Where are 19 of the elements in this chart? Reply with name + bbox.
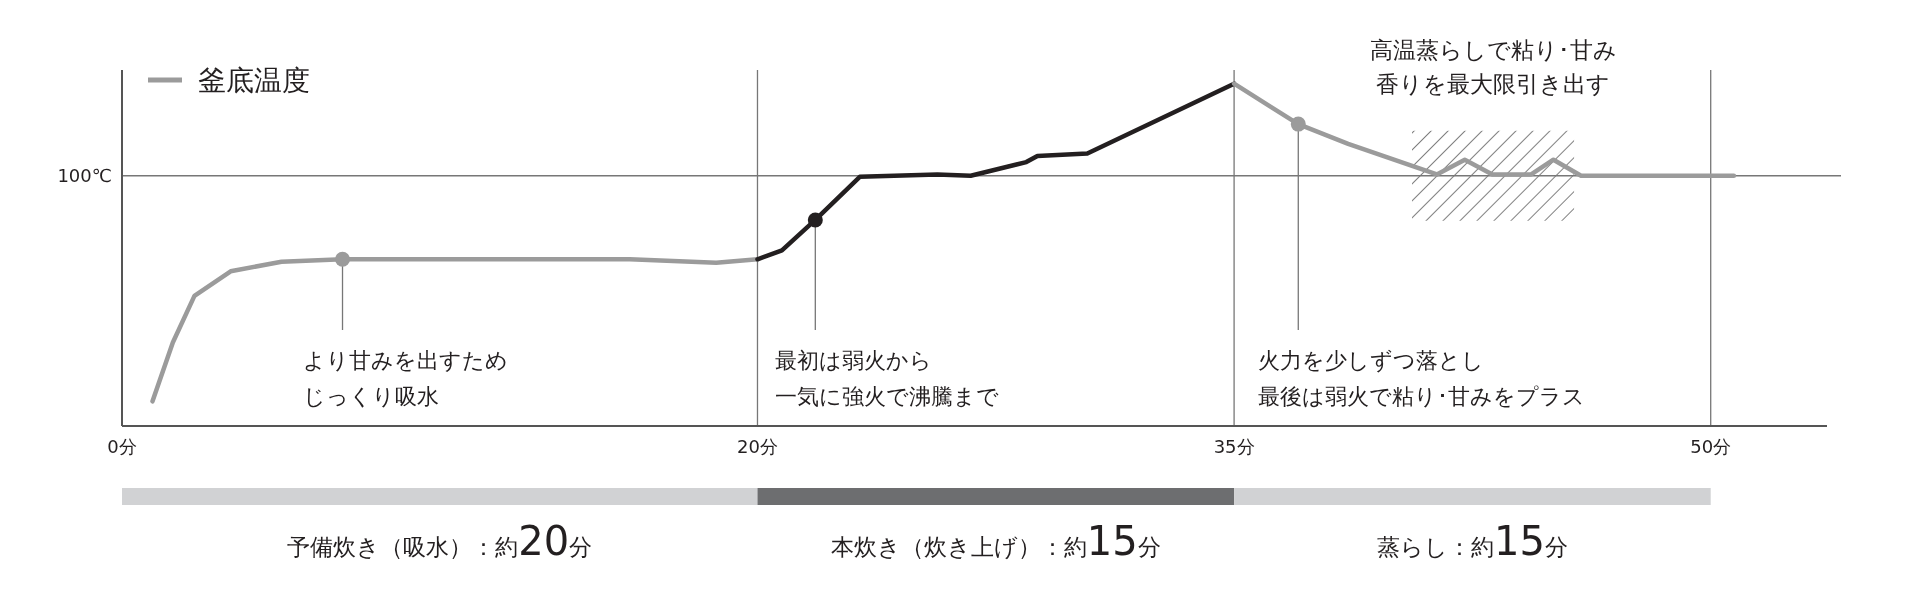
series-label: 予備炊き（吸水）： (287, 534, 496, 560)
annotation: 最後は弱火で粘り･甘みをプラス (1258, 384, 1586, 409)
x-tick-label: 35分 (1213, 436, 1255, 457)
series-label: 蒸らし： (1376, 534, 1471, 560)
x-tick-label: 20分 (737, 436, 778, 457)
series-label: 本炊き（炊き上げ）： (830, 534, 1064, 560)
x-tick-label: 0分 (107, 436, 137, 457)
ref-line-label: 100℃ (57, 164, 112, 186)
annotation: 最初は弱火から (775, 348, 933, 373)
data-label: 約15分 (1470, 518, 1568, 564)
data-label: 約20分 (495, 518, 593, 564)
annotation: 火力を少しずつ落とし (1258, 348, 1485, 373)
annotation: 一気に強火で沸騰まで (775, 384, 1000, 409)
legend-label: 釜底温度 (198, 64, 310, 97)
data-label: 約15分 (1063, 518, 1161, 564)
x-tick-label: 50分 (1690, 436, 1732, 457)
annotation: じっくり吸水 (302, 384, 439, 409)
annotation: より甘みを出すため (302, 348, 508, 373)
band-label: 高温蒸らしで粘り･甘み香りを最大限引き出す (1369, 37, 1617, 97)
